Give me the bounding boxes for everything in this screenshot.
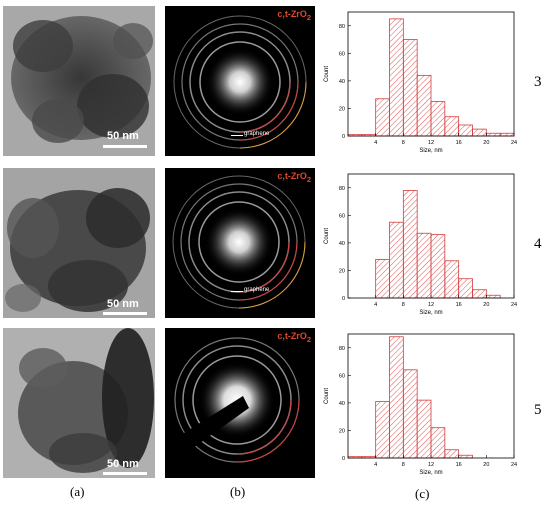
y-tick-label: 80 (339, 186, 345, 192)
histogram-bar (416, 399, 432, 459)
x-tick-label: 24 (511, 140, 517, 146)
x-tick-label: 16 (456, 140, 462, 146)
x-tick-label: 12 (428, 302, 434, 308)
sample-number: 3 (534, 74, 542, 90)
x-tick-label: 4 (374, 140, 377, 146)
histogram-bar (485, 132, 501, 137)
y-tick-label: 60 (339, 213, 345, 219)
x-tick-label: 4 (374, 302, 377, 308)
x-tick-label: 20 (483, 140, 489, 146)
y-tick-label: 40 (339, 79, 345, 85)
x-tick-label: 20 (483, 462, 489, 468)
y-tick-label: 80 (339, 24, 345, 30)
scale-bar (103, 312, 147, 315)
column-label-b: (b) (230, 484, 246, 499)
histogram-bar (402, 369, 418, 459)
x-axis-label: Size, nm (419, 148, 442, 154)
y-tick-label: 80 (339, 346, 345, 352)
y-tick-label: 40 (339, 401, 345, 407)
y-tick-label: 0 (342, 134, 345, 140)
saed-rings-2 (172, 175, 306, 309)
tem-image-1: 50 nm (3, 6, 155, 156)
phase-label: c,t-ZrO2 (277, 171, 311, 184)
tem-particles-2 (3, 168, 155, 318)
tem-image-2: 50 nm (3, 168, 155, 318)
y-tick-label: 60 (339, 373, 345, 379)
histogram-bar (458, 124, 473, 137)
histogram-bar (375, 401, 390, 459)
histogram-bar (444, 116, 460, 137)
x-tick-label: 8 (402, 462, 405, 468)
histogram-bar (389, 221, 404, 299)
x-tick-label: 24 (511, 462, 517, 468)
graphene-arrow (231, 135, 243, 136)
y-tick-label: 60 (339, 51, 345, 57)
scale-bar (103, 145, 147, 148)
sample-number: 5 (534, 402, 542, 418)
saed-pattern-3: c,t-ZrO2 (165, 328, 315, 478)
histogram-bar (430, 234, 446, 299)
histogram-bar (485, 294, 501, 299)
histogram-bar (430, 427, 446, 459)
x-tick-label: 4 (374, 462, 377, 468)
graphene-label: graphene (244, 287, 270, 293)
histogram-2: 0 20 40 60 80 4 8 12 16 20 24 Size, nm Count (324, 173, 517, 316)
histogram-bar (389, 336, 404, 459)
graphene-arrow (231, 291, 243, 292)
scale-label: 50 nm (107, 130, 139, 142)
x-tick-label: 20 (483, 302, 489, 308)
y-tick-label: 20 (339, 268, 345, 274)
x-axis-label: Size, nm (419, 470, 442, 476)
column-label-c: (c) (415, 486, 430, 501)
y-tick-label: 40 (339, 241, 345, 247)
x-tick-label: 12 (428, 140, 434, 146)
sample-number: 4 (534, 236, 542, 252)
histogram-bar (416, 74, 432, 137)
phase-label: c,t-ZrO2 (277, 9, 311, 22)
tem-particles-3 (3, 328, 155, 478)
x-tick-label: 16 (456, 302, 462, 308)
phase-label: c,t-ZrO2 (277, 331, 311, 344)
column-label-a: (a) (70, 484, 85, 499)
y-axis-label: Count (324, 388, 330, 404)
saed-rings-1 (173, 15, 307, 149)
x-tick-label: 24 (511, 302, 517, 308)
scale-bar (103, 472, 147, 475)
saed-rings-3 (165, 337, 300, 468)
y-tick-label: 20 (339, 106, 345, 112)
scale-label: 50 nm (107, 458, 139, 470)
y-axis-label: Count (324, 228, 330, 244)
histogram-bar (416, 232, 432, 299)
histogram-bar (375, 98, 390, 137)
histogram-bar (430, 101, 446, 137)
y-tick-label: 0 (342, 456, 345, 462)
x-axis-label: Size, nm (419, 310, 442, 316)
histogram-bar (472, 128, 487, 137)
tem-image-3: 50 nm (3, 328, 155, 478)
histogram-bar (458, 454, 473, 459)
y-tick-label: 20 (339, 428, 345, 434)
histogram-bar (375, 259, 390, 299)
histogram-bar (389, 18, 404, 137)
saed-pattern-1: c,t-ZrO2 graphene (165, 6, 315, 156)
saed-pattern-2: c,t-ZrO2 graphene (165, 168, 315, 318)
x-tick-label: 8 (402, 140, 405, 146)
histogram-bar (402, 190, 418, 299)
histogram-bar (499, 132, 515, 137)
histogram-bar (472, 289, 487, 299)
histogram-bar (458, 278, 473, 299)
x-tick-label: 8 (402, 302, 405, 308)
y-tick-label: 0 (342, 296, 345, 302)
graphene-label: graphene (244, 131, 270, 137)
x-tick-label: 16 (456, 462, 462, 468)
histogram-bar (444, 260, 460, 299)
scale-label: 50 nm (107, 298, 139, 310)
x-tick-label: 12 (428, 462, 434, 468)
histogram-3: 0 20 40 60 80 4 8 12 16 20 24 Size, nm Count (324, 333, 517, 476)
histogram-bar (402, 39, 418, 137)
histogram-1: 0 20 40 60 80 4 8 12 16 20 24 Size, nm Count (324, 11, 517, 154)
histogram-bar (444, 449, 460, 459)
y-axis-label: Count (324, 66, 330, 82)
tem-particles-1 (3, 6, 155, 156)
